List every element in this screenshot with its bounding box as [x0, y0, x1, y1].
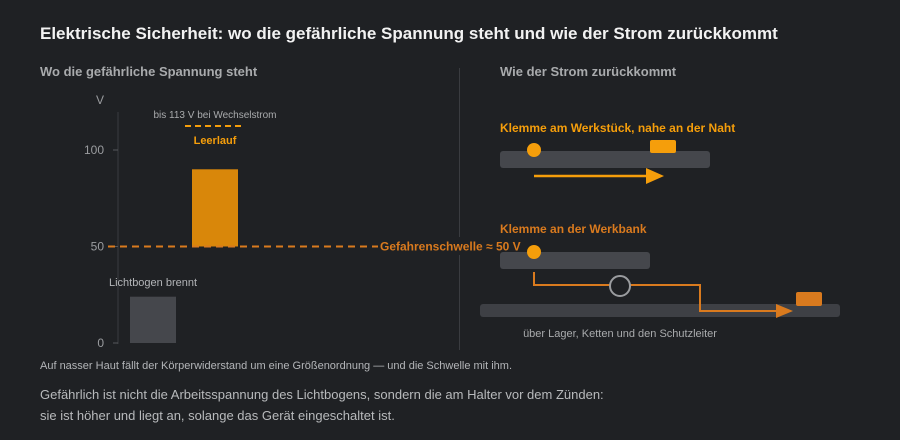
right-panel-heading: Wie der Strom zurückkommt: [500, 64, 677, 79]
bad-clamp-label: Klemme an der Werkbank: [500, 222, 647, 236]
panel-divider: [459, 68, 460, 350]
threshold-label-bg: [378, 237, 532, 255]
takeaway-line-1: Gefährlich ist nicht die Arbeitsspannung…: [40, 387, 604, 402]
y-tick-label: 100: [84, 143, 104, 157]
clamp-bad: [796, 292, 822, 306]
current-path-bad: [533, 272, 780, 312]
footnote: Auf nasser Haut fällt der Körperwidersta…: [40, 360, 513, 372]
electrode-point-good: [527, 143, 541, 157]
good-clamp-label: Klemme am Werkstück, nahe an der Naht: [500, 121, 735, 135]
workpiece-bar-good: [500, 151, 710, 168]
y-ticks: 0 50 100: [84, 143, 118, 350]
y-tick-label: 0: [97, 336, 104, 350]
arc-label: Lichtbogen brennt: [109, 277, 197, 289]
arrowhead-bad: [776, 304, 793, 318]
bar-arc-voltage: [130, 296, 176, 343]
electrode-point-bad: [527, 245, 541, 259]
bearing-ring: [609, 275, 631, 297]
y-unit-label: V: [96, 93, 104, 107]
y-tick-label: 50: [91, 240, 105, 254]
path-note: über Lager, Ketten und den Schutzleiter: [523, 328, 717, 340]
threshold-label: Gefahrenschwelle ≈ 50 V: [380, 240, 521, 254]
ac-max-note: bis 113 V bei Wechselstrom: [153, 110, 276, 121]
left-panel-heading: Wo die gefährliche Spannung steht: [40, 64, 258, 79]
workpiece-bar-bad: [500, 252, 650, 269]
takeaway: Gefährlich ist nicht die Arbeitsspannung…: [40, 384, 604, 426]
bench-bar: [480, 304, 840, 317]
clamp-good: [650, 140, 676, 153]
takeaway-line-2: sie ist höher und liegt an, solange das …: [40, 408, 395, 423]
open-circuit-label: Leerlauf: [194, 135, 237, 147]
arrowhead-good: [646, 168, 664, 184]
bar-open-circuit-voltage: [192, 169, 238, 247]
bars: [130, 169, 238, 343]
page-title: Elektrische Sicherheit: wo die gefährlic…: [40, 24, 778, 43]
